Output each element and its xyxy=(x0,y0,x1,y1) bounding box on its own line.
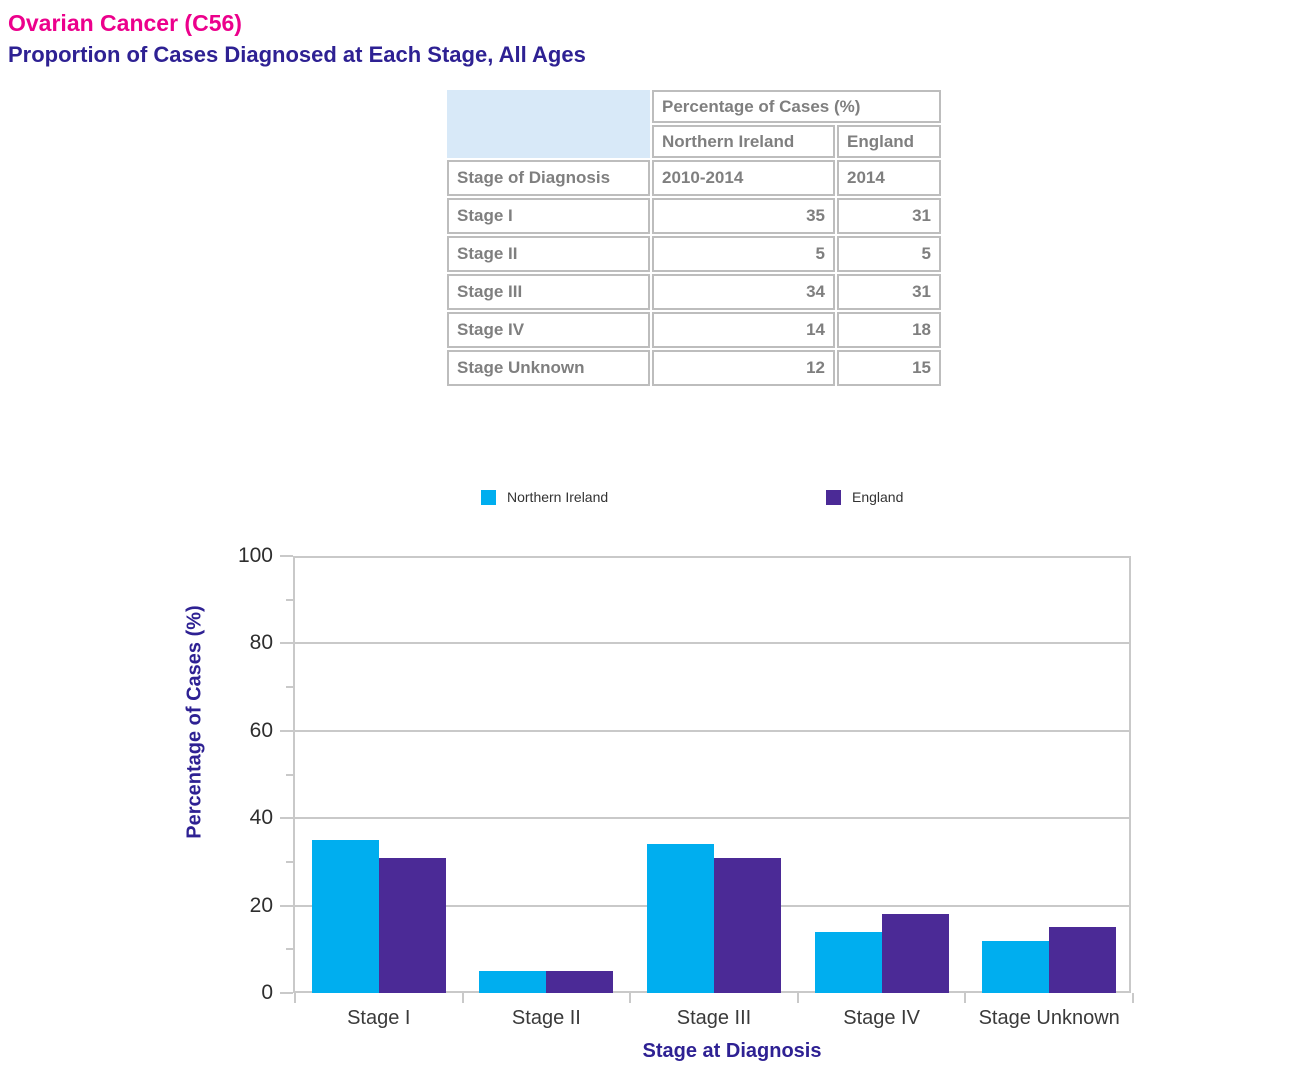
stage-label: Stage IV xyxy=(447,312,650,348)
y-tick-label-0: 0 xyxy=(261,981,273,1004)
x-category-label-stage-iv: Stage IV xyxy=(843,1007,920,1029)
y-tick-label-100: 100 xyxy=(237,544,273,567)
bar-northern-ireland-stage-iii xyxy=(647,844,714,993)
bar-northern-ireland-stage-iv xyxy=(814,931,882,993)
bar-england-stage-iii xyxy=(714,857,781,993)
value-northern-ireland: 5 xyxy=(652,236,835,272)
stage-label: Stage III xyxy=(447,274,650,310)
x-category-label-stage-i: Stage I xyxy=(347,1007,411,1029)
y-tick-40 xyxy=(280,817,293,820)
table-row: Stage II 5 5 xyxy=(447,236,941,272)
y-minor-tick-10 xyxy=(286,948,293,951)
value-northern-ireland: 35 xyxy=(652,198,835,234)
x-category-label-stage-ii: Stage II xyxy=(511,1007,581,1029)
table-period-northern-ireland: 2010-2014 xyxy=(652,160,835,196)
bar-northern-ireland-stage-i xyxy=(311,840,379,993)
table-row: Stage I 35 31 xyxy=(447,198,941,234)
y-tick-60 xyxy=(280,729,293,732)
y-tick-0 xyxy=(280,992,293,994)
legend-swatch-northern-ireland xyxy=(481,489,496,505)
gridline-80 xyxy=(295,642,1129,645)
gridline-40 xyxy=(295,817,1129,820)
stage-data-table: Percentage of Cases (%) Northern Ireland… xyxy=(445,88,943,388)
bar-england-stage-ii xyxy=(546,971,614,993)
value-northern-ireland: 14 xyxy=(652,312,835,348)
table-row: Stage III 34 31 xyxy=(447,274,941,310)
gridline-100 xyxy=(295,556,1129,558)
y-tick-label-60: 60 xyxy=(249,718,273,742)
y-minor-tick-70 xyxy=(286,686,293,689)
stage-label: Stage I xyxy=(447,198,650,234)
x-axis-title: Stage at Diagnosis xyxy=(642,1040,822,1062)
value-england: 31 xyxy=(837,198,941,234)
y-minor-tick-30 xyxy=(286,860,293,863)
value-england: 15 xyxy=(837,350,941,386)
value-northern-ireland: 12 xyxy=(652,350,835,386)
table-col-header-northern-ireland: Northern Ireland xyxy=(652,125,835,158)
bar-northern-ireland-stage-unknown xyxy=(982,940,1050,993)
stage-label: Stage Unknown xyxy=(447,350,650,386)
y-tick-label-80: 80 xyxy=(249,631,273,655)
x-category-label-stage-iii: Stage III xyxy=(676,1007,752,1029)
x-tick-2 xyxy=(629,993,632,1003)
x-tick-5 xyxy=(1132,993,1134,1003)
bar-england-stage-iv xyxy=(881,914,949,993)
table-corner-cell xyxy=(447,90,650,158)
y-tick-label-20: 20 xyxy=(249,893,273,917)
table-row: Stage IV 14 18 xyxy=(447,312,941,348)
table-period-england: 2014 xyxy=(837,160,941,196)
x-tick-3 xyxy=(796,993,799,1003)
stage-label: Stage II xyxy=(447,236,650,272)
bar-northern-ireland-stage-ii xyxy=(479,971,547,993)
bar-england-stage-i xyxy=(378,857,446,993)
y-tick-80 xyxy=(280,642,293,645)
y-axis-title: Percentage of Cases (%) xyxy=(183,605,206,839)
legend-label-northern-ireland: Northern Ireland xyxy=(507,489,609,505)
x-tick-4 xyxy=(964,993,967,1003)
table-group-header: Percentage of Cases (%) xyxy=(652,90,941,123)
plot-area: 0 20 40 60 80 100 Stage I Stage II Stage III Stag… xyxy=(238,544,1134,1029)
page-subtitle: Proportion of Cases Diagnosed at Each St… xyxy=(8,42,586,67)
y-tick-20 xyxy=(280,904,293,907)
legend-swatch-england xyxy=(826,489,841,505)
table-col-header-england: England xyxy=(837,125,941,158)
gridline-60 xyxy=(295,729,1129,732)
legend-item-northern-ireland: Northern Ireland xyxy=(481,489,608,505)
value-england: 5 xyxy=(837,236,941,272)
y-tick-label-40: 40 xyxy=(249,806,273,830)
value-england: 31 xyxy=(837,274,941,310)
x-tick-1 xyxy=(461,993,464,1003)
bar-england-stage-unknown xyxy=(1049,927,1117,993)
y-minor-tick-50 xyxy=(286,773,293,776)
x-tick-0 xyxy=(294,993,296,1003)
legend-item-england: England xyxy=(826,489,903,505)
value-england: 18 xyxy=(837,312,941,348)
x-category-label-stage-unknown: Stage Unknown xyxy=(978,1007,1120,1029)
value-northern-ireland: 34 xyxy=(652,274,835,310)
page-title: Ovarian Cancer (C56) xyxy=(8,10,242,36)
y-tick-100 xyxy=(280,555,293,557)
legend-label-england: England xyxy=(852,489,904,505)
table-row: Stage Unknown 12 15 xyxy=(447,350,941,386)
table-row-label-header: Stage of Diagnosis xyxy=(447,160,650,196)
y-minor-tick-90 xyxy=(286,598,293,601)
